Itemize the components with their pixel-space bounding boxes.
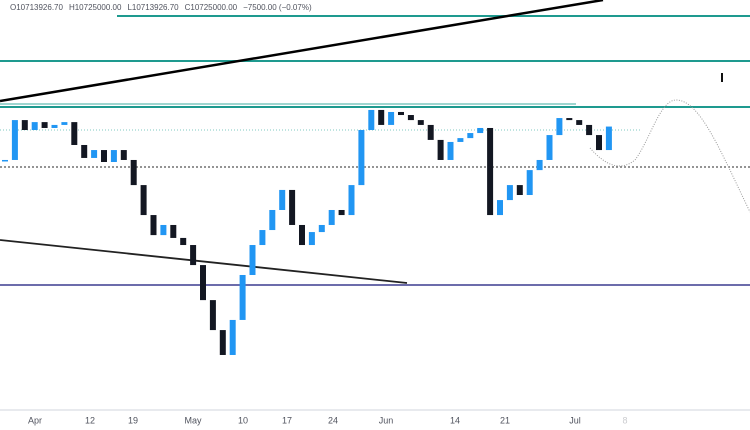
candle [239, 274, 246, 320]
candle [21, 120, 28, 131]
candle [506, 185, 513, 201]
candle [368, 109, 375, 131]
candle [299, 224, 305, 246]
candle [140, 185, 147, 216]
candle [170, 224, 177, 238]
x-tick-label: 17 [282, 415, 292, 425]
candle [576, 120, 583, 125]
candle [546, 135, 553, 160]
candle [477, 127, 484, 134]
x-tick-label: 8 [622, 415, 627, 425]
x-tick-label: 19 [128, 415, 138, 425]
candle [467, 133, 474, 139]
candle [81, 144, 88, 158]
x-tick-label: 10 [238, 415, 248, 425]
candle [516, 185, 523, 196]
candle [566, 118, 573, 121]
candle [209, 300, 216, 331]
candle [289, 189, 296, 225]
candle [586, 124, 593, 136]
candle [457, 138, 464, 142]
candle [51, 124, 58, 128]
x-tick-label: 21 [500, 415, 510, 425]
candle [101, 150, 107, 162]
candle [279, 189, 286, 210]
candle [259, 230, 266, 246]
candle [120, 150, 127, 160]
header-value: C10725000.00 [185, 3, 238, 12]
candle [31, 122, 38, 131]
header-value: −7500.00 (−0.07%) [243, 3, 312, 12]
candle [328, 209, 335, 225]
candle [437, 139, 444, 160]
candle [219, 330, 226, 355]
candle [398, 111, 404, 116]
candle [487, 127, 494, 216]
candle [190, 245, 197, 266]
projection-curve [589, 99, 750, 213]
candle [358, 130, 365, 186]
candle [91, 150, 98, 158]
candle [378, 109, 385, 125]
candle [229, 319, 236, 355]
x-tick-label: Apr [28, 415, 42, 425]
candle [200, 265, 206, 301]
candle [308, 232, 315, 246]
candle [110, 150, 117, 162]
candle [150, 215, 157, 236]
candle [71, 122, 78, 145]
candle [2, 159, 8, 162]
x-tick-label: May [184, 415, 202, 425]
candle [180, 237, 187, 246]
header-value: H10725000.00 [69, 3, 122, 12]
marker [721, 73, 723, 82]
candle [11, 120, 18, 160]
candle [497, 200, 503, 216]
x-tick-label: 24 [328, 415, 338, 425]
header-value: L10713926.70 [127, 3, 179, 12]
candle [388, 111, 395, 125]
candle [605, 126, 612, 151]
candle [160, 224, 167, 236]
candle [427, 124, 434, 140]
candle [61, 122, 68, 125]
trend-line [0, 0, 604, 103]
candle [536, 159, 543, 171]
candle [596, 135, 602, 151]
candle [348, 185, 355, 216]
candle [249, 245, 256, 275]
candle [407, 115, 414, 121]
candle [41, 122, 48, 128]
candle [526, 170, 533, 196]
trend-line [0, 239, 408, 284]
candle [556, 118, 563, 136]
header-value: O10713926.70 [10, 3, 63, 12]
candle [417, 120, 424, 125]
x-tick-label: Jun [379, 415, 394, 425]
x-tick-label: Jul [569, 415, 581, 425]
candle [447, 141, 454, 160]
candle [318, 224, 325, 233]
candle [130, 159, 137, 186]
x-tick-label: 14 [450, 415, 460, 425]
x-tick-label: 12 [85, 415, 95, 425]
candle [269, 209, 276, 231]
candle [338, 209, 345, 216]
